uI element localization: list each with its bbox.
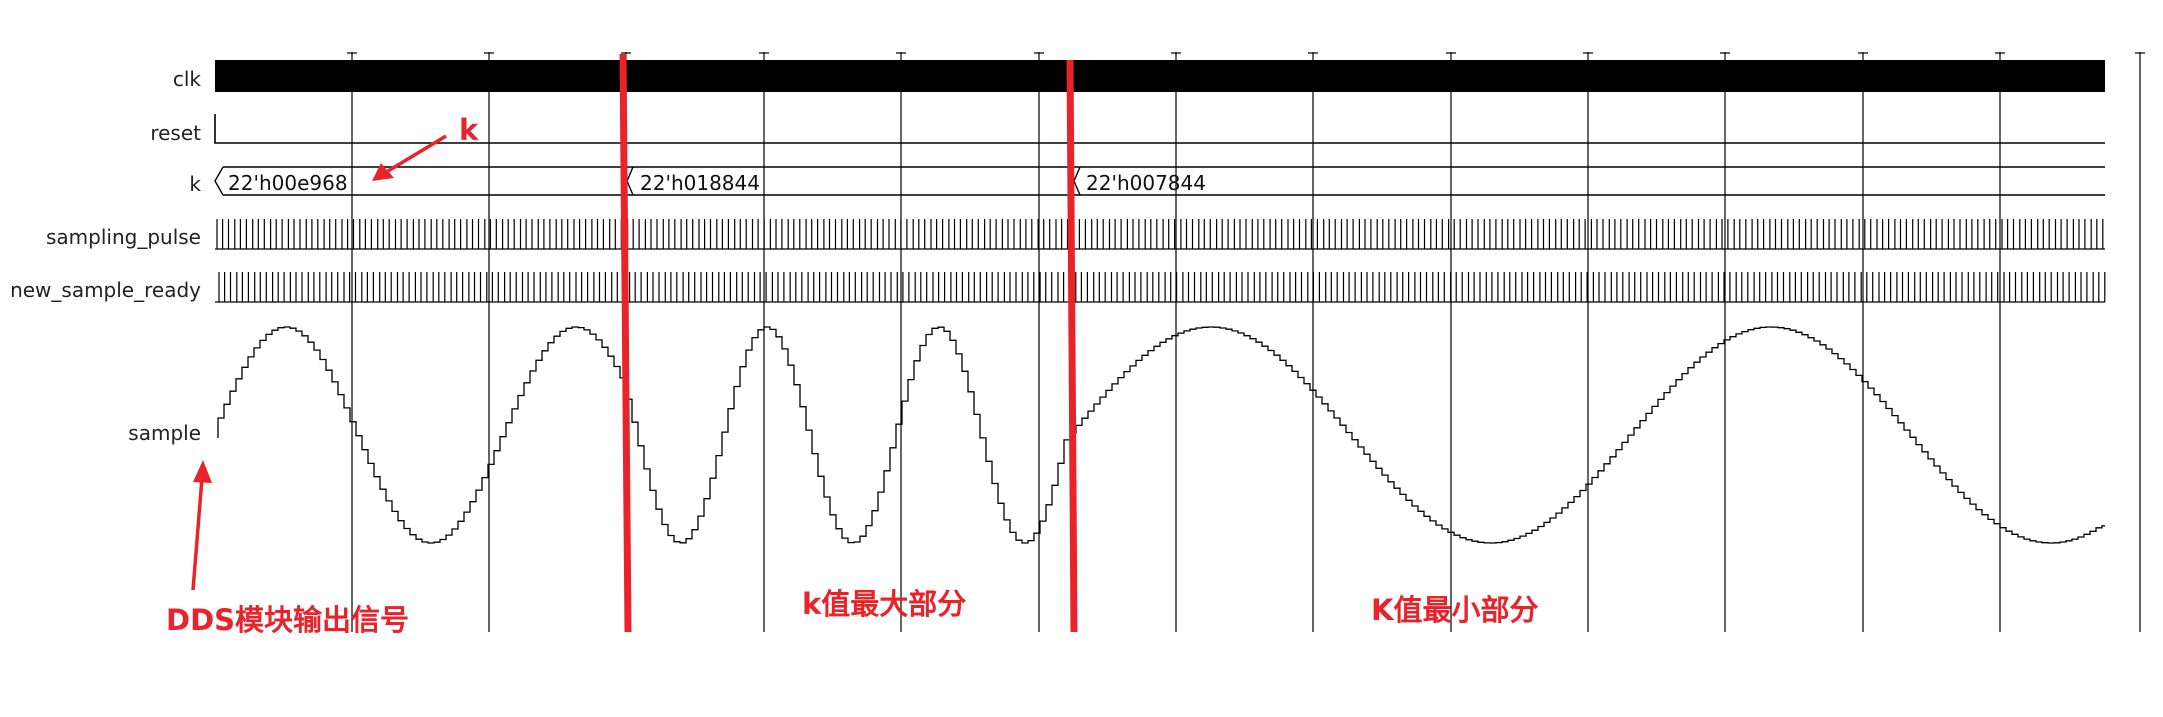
pulse-edges (215, 219, 2105, 250)
k-value-2: 22'h018844 (640, 171, 760, 195)
sample-trace (217, 326, 2105, 544)
signal-label-k: k (189, 172, 201, 196)
k-value-1: 22'h00e968 (228, 171, 348, 195)
k-value-3: 22'h007844 (1086, 171, 1206, 195)
signal-label-reset: reset (150, 121, 201, 145)
k-min-region-label: K值最小部分 (1371, 593, 1538, 627)
sampling-pulse-trace (215, 219, 2105, 250)
clk-trace (215, 60, 2105, 92)
signal-label-sampling-pulse: sampling_pulse (46, 225, 201, 249)
signal-label-new-sample-ready: new_sample_ready (10, 278, 201, 302)
k-pointer-label: k (459, 113, 479, 147)
dds-output-arrow (191, 460, 212, 591)
k-max-region-label: k值最大部分 (802, 587, 966, 621)
k-pointer-arrow (372, 134, 447, 181)
signal-label-clk: clk (173, 67, 202, 91)
signal-label-sample: sample (128, 421, 201, 445)
dds-output-label: DDS模块输出信号 (166, 603, 409, 637)
reset-trace (214, 114, 2105, 144)
divider-line-right (1066, 59, 1078, 633)
time-grid (347, 52, 2145, 632)
divider-line-left (619, 53, 632, 633)
pulse-edges (215, 272, 2106, 303)
new-sample-ready-trace (215, 272, 2106, 303)
